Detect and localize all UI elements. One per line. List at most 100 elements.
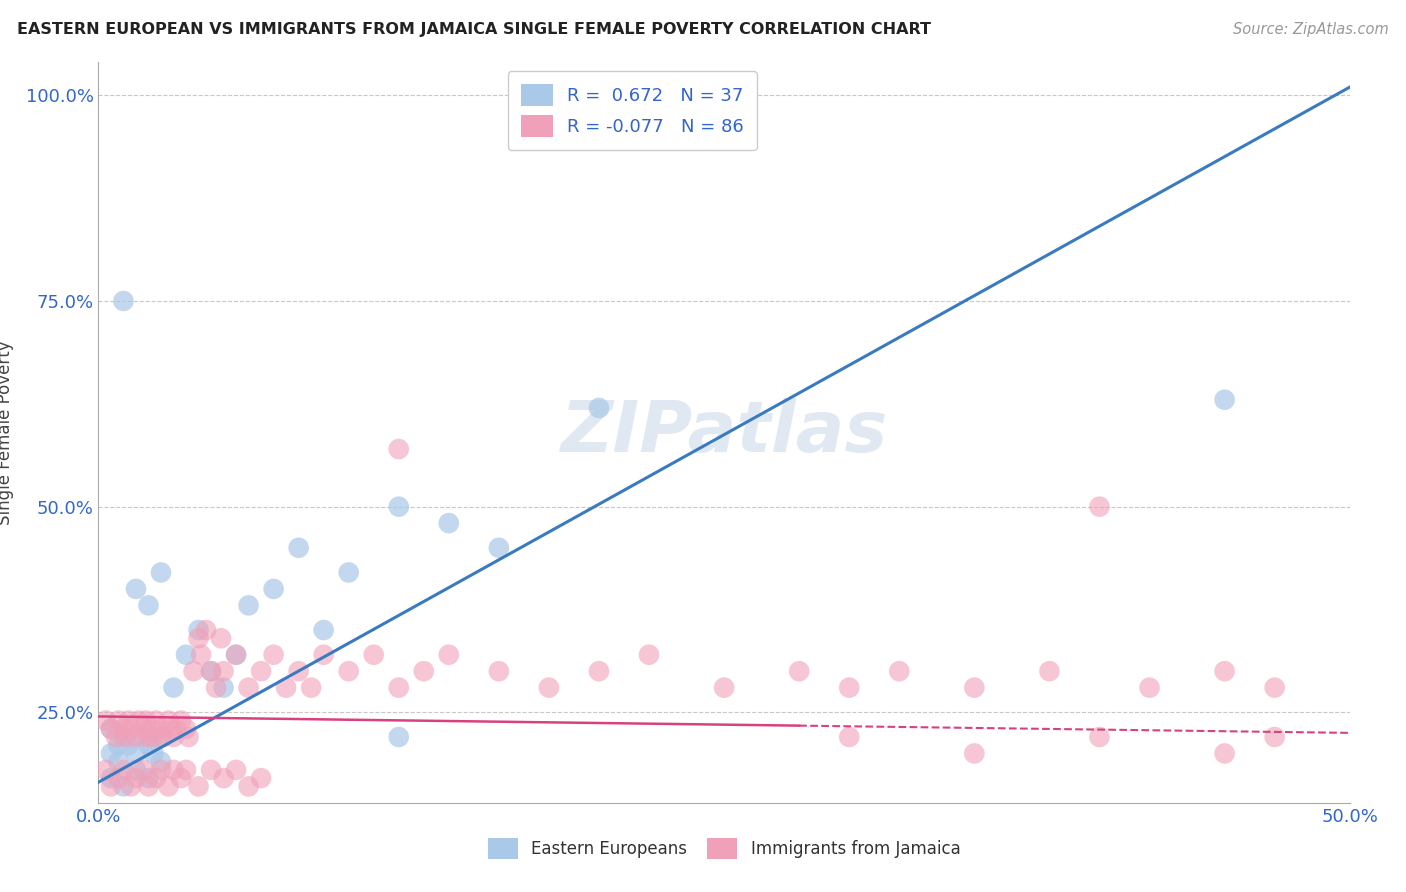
Point: [112, 293, 135, 308]
Point: [274, 681, 298, 695]
Point: [363, 648, 385, 662]
Point: [212, 681, 235, 695]
Point: [238, 681, 260, 695]
Point: [125, 747, 148, 761]
Point: [125, 582, 148, 596]
Point: [100, 771, 122, 785]
Point: [588, 664, 610, 678]
Point: [963, 681, 986, 695]
Point: [713, 681, 735, 695]
Text: ZIPatlas: ZIPatlas: [561, 398, 887, 467]
Point: [1139, 681, 1161, 695]
Point: [132, 730, 155, 744]
Point: [135, 714, 157, 728]
Point: [1213, 747, 1236, 761]
Point: [165, 722, 187, 736]
Point: [190, 648, 212, 662]
Point: [145, 714, 167, 728]
Point: [225, 648, 247, 662]
Point: [838, 730, 860, 744]
Point: [187, 632, 209, 646]
Point: [125, 763, 148, 777]
Point: [138, 780, 160, 794]
Point: [157, 714, 180, 728]
Point: [162, 730, 184, 744]
Point: [170, 714, 193, 728]
Point: [187, 780, 209, 794]
Point: [1264, 681, 1286, 695]
Point: [112, 722, 135, 736]
Point: [120, 722, 142, 736]
Point: [212, 664, 235, 678]
Point: [488, 664, 510, 678]
Point: [638, 648, 661, 662]
Point: [1264, 730, 1286, 744]
Point: [127, 714, 149, 728]
Point: [225, 763, 247, 777]
Point: [132, 763, 155, 777]
Point: [299, 681, 322, 695]
Point: [388, 442, 411, 456]
Point: [107, 714, 129, 728]
Point: [174, 648, 197, 662]
Point: [174, 722, 197, 736]
Point: [250, 771, 273, 785]
Point: [150, 722, 173, 736]
Point: [250, 664, 273, 678]
Point: [94, 714, 117, 728]
Point: [112, 780, 135, 794]
Point: [195, 623, 218, 637]
Point: [138, 771, 160, 785]
Point: [225, 648, 247, 662]
Point: [132, 722, 155, 736]
Text: EASTERN EUROPEAN VS IMMIGRANTS FROM JAMAICA SINGLE FEMALE POVERTY CORRELATION CH: EASTERN EUROPEAN VS IMMIGRANTS FROM JAMA…: [17, 22, 931, 37]
Point: [150, 755, 173, 769]
Point: [150, 763, 173, 777]
Point: [263, 648, 285, 662]
Point: [200, 664, 222, 678]
Point: [125, 730, 148, 744]
Point: [388, 730, 411, 744]
Point: [1213, 392, 1236, 407]
Point: [200, 664, 222, 678]
Point: [177, 730, 200, 744]
Point: [205, 681, 228, 695]
Point: [115, 730, 138, 744]
Point: [120, 780, 142, 794]
Point: [287, 541, 309, 555]
Point: [170, 771, 193, 785]
Point: [162, 763, 184, 777]
Point: [488, 541, 510, 555]
Point: [138, 738, 160, 752]
Point: [112, 730, 135, 744]
Point: [94, 763, 117, 777]
Point: [138, 730, 160, 744]
Text: Source: ZipAtlas.com: Source: ZipAtlas.com: [1233, 22, 1389, 37]
Point: [1088, 730, 1111, 744]
Point: [200, 763, 222, 777]
Point: [238, 599, 260, 613]
Point: [100, 780, 122, 794]
Point: [104, 730, 127, 744]
Point: [838, 681, 860, 695]
Point: [437, 516, 460, 530]
Point: [138, 599, 160, 613]
Point: [337, 664, 360, 678]
Point: [150, 566, 173, 580]
Point: [312, 648, 335, 662]
Point: [100, 722, 122, 736]
Point: [588, 401, 610, 415]
Point: [312, 623, 335, 637]
Point: [1038, 664, 1060, 678]
Point: [1088, 500, 1111, 514]
Point: [145, 771, 167, 785]
Point: [100, 747, 122, 761]
Point: [142, 730, 165, 744]
Point: [209, 632, 232, 646]
Point: [107, 738, 129, 752]
Legend: Eastern Europeans, Immigrants from Jamaica: Eastern Europeans, Immigrants from Jamai…: [478, 828, 970, 869]
Point: [263, 582, 285, 596]
Point: [388, 500, 411, 514]
Point: [238, 780, 260, 794]
Point: [183, 664, 205, 678]
